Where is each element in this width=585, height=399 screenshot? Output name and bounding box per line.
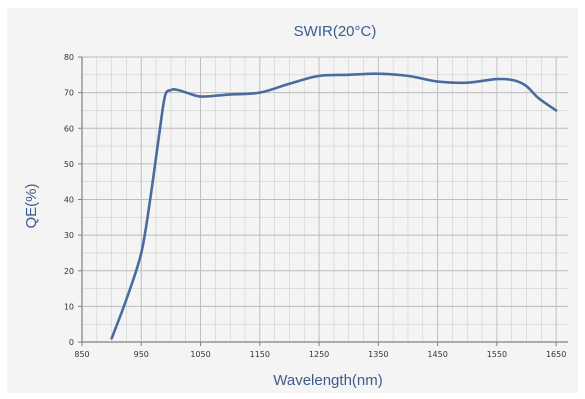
- y-tick-label: 0: [69, 338, 74, 347]
- x-tick-label: 1550: [487, 350, 507, 359]
- major-grid: [81, 56, 568, 343]
- y-tick-label: 80: [64, 53, 74, 62]
- chart-card: SWIR(20°C) 850 950 1050 1150 1250 1350 1450 155…: [7, 8, 578, 393]
- chart-title: SWIR(20°C): [294, 23, 377, 40]
- y-tick-labels: 0 10 20 30 40 50 60 70 80: [64, 53, 74, 347]
- qe-chart: SWIR(20°C) 850 950 1050 1150 1250 1350 1450 155…: [23, 23, 568, 389]
- x-tick-label: 1250: [309, 350, 329, 359]
- x-axis-label: Wavelength(nm): [273, 372, 382, 389]
- x-tick-labels: 850 950 1050 1150 1250 1350 1450 1550 1650: [74, 350, 566, 359]
- x-tick-label: 850: [74, 350, 89, 359]
- x-tick-label: 1150: [250, 350, 270, 359]
- qe-series-line: [110, 72, 558, 340]
- series-layer: [110, 72, 558, 340]
- y-tick-label: 50: [64, 160, 74, 169]
- y-tick-label: 40: [64, 196, 74, 205]
- y-tick-label: 70: [64, 89, 74, 98]
- x-tick-label: 1350: [368, 350, 388, 359]
- x-tick-label: 950: [134, 350, 149, 359]
- y-tick-label: 20: [64, 267, 74, 276]
- y-tick-label: 60: [64, 124, 74, 133]
- y-tick-label: 10: [64, 302, 74, 311]
- y-axis-label: QE(%): [23, 183, 40, 228]
- y-tick-label: 30: [64, 231, 74, 240]
- x-tick-label: 1450: [427, 350, 447, 359]
- x-tick-label: 1050: [190, 350, 210, 359]
- axes: [78, 56, 568, 346]
- x-tick-label: 1650: [546, 350, 566, 359]
